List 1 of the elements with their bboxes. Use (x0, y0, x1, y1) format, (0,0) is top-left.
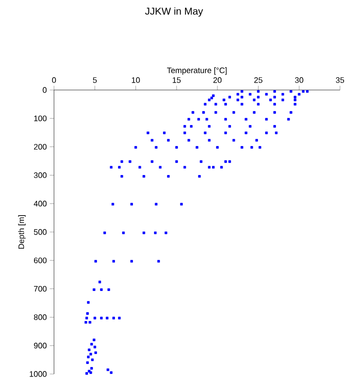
chart-title: JJKW in May (145, 7, 204, 17)
